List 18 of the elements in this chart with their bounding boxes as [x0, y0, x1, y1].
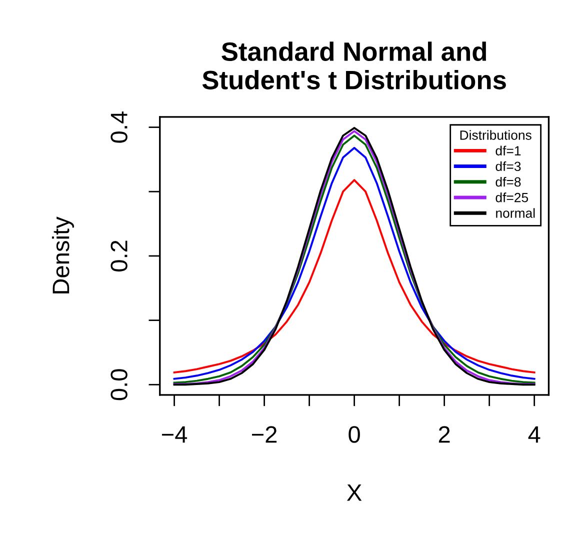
- legend-label: normal: [496, 208, 535, 218]
- legend-label: df=3: [496, 161, 521, 172]
- y-tick-label: 0.0: [110, 369, 128, 400]
- x-tick-label: 0: [348, 426, 360, 443]
- legend-label: df=1: [496, 146, 521, 156]
- y-axis-title: Density: [52, 216, 74, 294]
- legend-title: Distributions: [460, 130, 532, 140]
- legend-label: df=25: [496, 192, 528, 202]
- x-tick-label: 4: [528, 426, 540, 443]
- x-tick-label: 2: [438, 426, 450, 443]
- y-tick-label: 0.4: [110, 112, 128, 143]
- legend-label: df=8: [496, 176, 521, 187]
- x-axis-title: X: [346, 484, 362, 501]
- y-tick-label: 0.2: [110, 240, 128, 272]
- line-series: [173, 179, 536, 374]
- chart-title: Standard Normal and Student's t Distributions: [202, 42, 506, 90]
- x-tick-label: −2: [252, 426, 277, 443]
- x-tick-label: −4: [162, 426, 188, 443]
